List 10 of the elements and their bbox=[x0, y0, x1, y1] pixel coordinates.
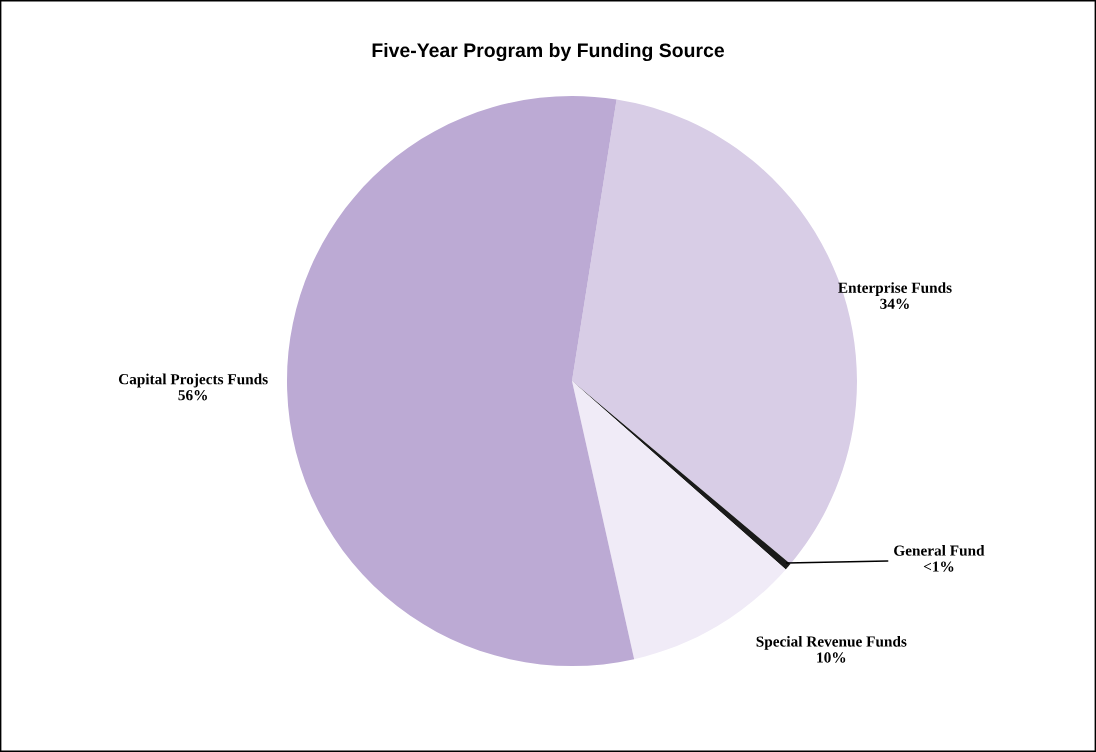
data-label: 34% bbox=[880, 298, 909, 309]
data-label: 56% bbox=[178, 390, 207, 401]
slice-label: Enterprise Funds bbox=[838, 282, 952, 297]
slice-label: Capital Projects Funds bbox=[118, 373, 268, 388]
slice-label: General Fund bbox=[894, 544, 985, 556]
slice-label: Special Revenue Funds bbox=[756, 635, 907, 650]
pie-slice bbox=[287, 96, 635, 666]
chart-title: Five-Year Program by Funding Source bbox=[372, 42, 725, 62]
data-label: <1% bbox=[923, 561, 954, 572]
data-label: 10% bbox=[817, 652, 846, 663]
